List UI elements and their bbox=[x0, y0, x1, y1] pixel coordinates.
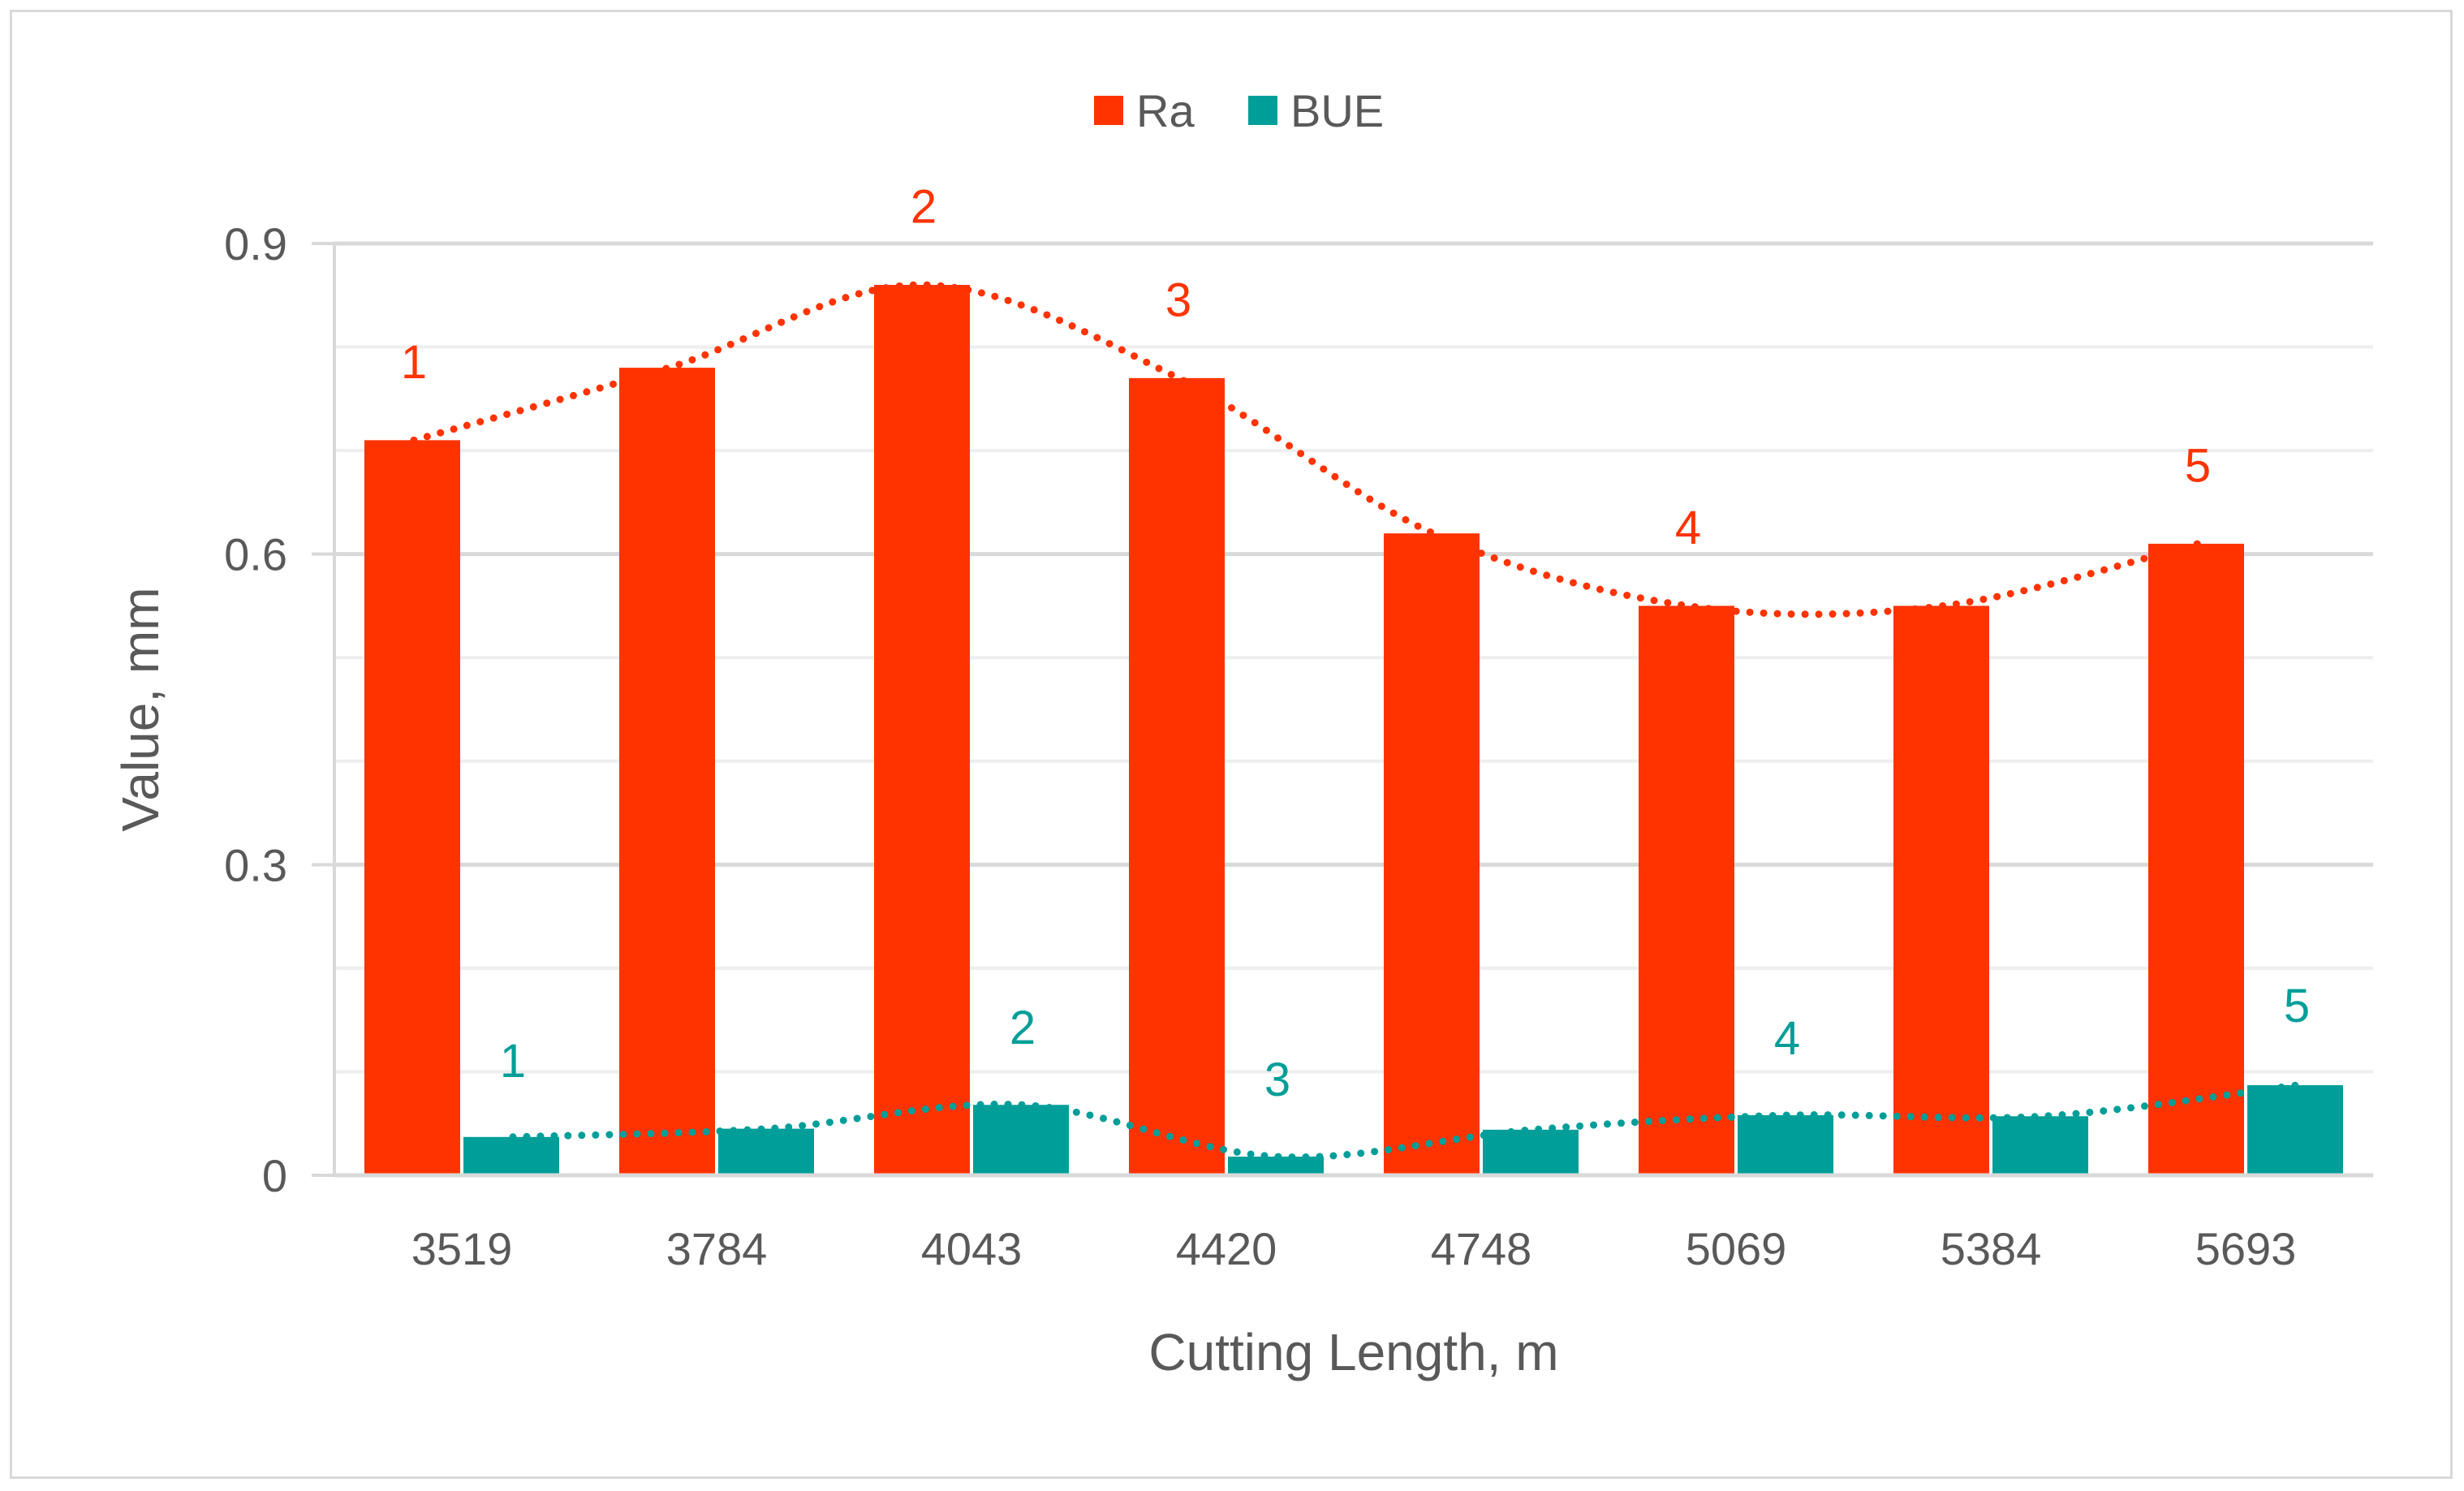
legend-swatch-ra bbox=[1094, 96, 1123, 125]
x-tick-label: 4043 bbox=[921, 1223, 1023, 1274]
y-tick-label: 0.9 bbox=[224, 218, 287, 269]
x-tick-label: 4420 bbox=[1176, 1223, 1277, 1274]
annotation-bue: 1 bbox=[500, 1035, 526, 1088]
annotation-ra: 5 bbox=[2185, 439, 2211, 492]
bar-ra bbox=[1893, 605, 1989, 1175]
y-tick-label: 0.6 bbox=[224, 529, 287, 580]
y-tick-label: 0 bbox=[262, 1150, 287, 1201]
y-tick-label: 0.3 bbox=[224, 839, 287, 890]
x-tick-label: 3784 bbox=[666, 1223, 768, 1274]
bar-bue bbox=[718, 1128, 814, 1175]
annotation-bue: 5 bbox=[2284, 980, 2310, 1032]
x-tick-label: 4748 bbox=[1431, 1223, 1532, 1274]
legend: Ra BUE bbox=[1094, 85, 1384, 136]
bar-bue bbox=[973, 1105, 1069, 1175]
bar-bue bbox=[1738, 1115, 1833, 1175]
annotation-bue: 2 bbox=[1010, 1002, 1036, 1054]
bar-ra bbox=[1639, 605, 1734, 1175]
bar-bue bbox=[463, 1136, 559, 1175]
bar-ra bbox=[2148, 543, 2244, 1175]
bar-bue bbox=[1992, 1116, 2088, 1175]
annotation-bue: 4 bbox=[1774, 1012, 1800, 1065]
x-axis-title: Cutting Length, m bbox=[1148, 1323, 1558, 1381]
annotation-bue: 3 bbox=[1264, 1054, 1290, 1106]
legend-label-ra: Ra bbox=[1136, 85, 1195, 136]
bar-bue bbox=[2247, 1085, 2343, 1175]
y-axis-title: Value, mm bbox=[111, 587, 170, 831]
bar-bue bbox=[1228, 1157, 1324, 1175]
bar-bue bbox=[1483, 1129, 1579, 1175]
trendline-bue bbox=[509, 1081, 2301, 1161]
x-tick-label: 5384 bbox=[1941, 1223, 2042, 1274]
bar-ra bbox=[1384, 533, 1480, 1175]
bar-ra bbox=[619, 368, 715, 1176]
trendline-ra bbox=[410, 281, 2202, 618]
trendlines bbox=[410, 281, 2301, 1161]
legend-label-bue: BUE bbox=[1290, 85, 1384, 136]
x-tick-label: 3519 bbox=[411, 1223, 513, 1274]
bar-ra bbox=[874, 285, 970, 1175]
annotation-ra: 1 bbox=[401, 336, 427, 389]
bars bbox=[364, 285, 2343, 1176]
x-tick-label: 5693 bbox=[2195, 1223, 2297, 1274]
legend-swatch-bue bbox=[1248, 96, 1277, 125]
annotation-ra: 4 bbox=[1675, 502, 1701, 554]
bar-ra bbox=[1129, 377, 1225, 1175]
point-annotations: 1 2 3 4 5 1 2 3 4 5 bbox=[401, 180, 2310, 1105]
x-tick-label: 5069 bbox=[1686, 1223, 1787, 1274]
axes: 0 0.3 0.6 0.9 3519 3784 4043 4420 4748 5069 5384 56… bbox=[224, 218, 2373, 1274]
annotation-ra: 3 bbox=[1165, 274, 1191, 326]
bar-ra bbox=[364, 440, 460, 1175]
annotation-ra: 2 bbox=[911, 180, 937, 233]
